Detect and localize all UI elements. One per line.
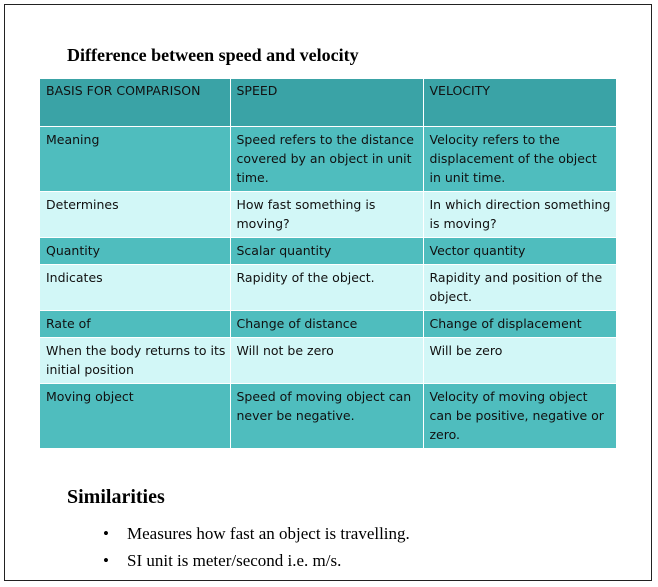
cell-basis: When the body returns to its initial pos…: [40, 337, 231, 384]
cell-speed: Speed refers to the distance covered by …: [230, 126, 424, 192]
table-row-quantity: Quantity Scalar quantity Vector quantity: [40, 237, 616, 265]
cell-speed: Scalar quantity: [230, 237, 424, 265]
cell-velocity: Velocity of moving object can be positiv…: [423, 383, 616, 449]
document-page: Difference between speed and velocity BA…: [4, 4, 652, 581]
table-row-initial-position: When the body returns to its initial pos…: [40, 337, 616, 384]
cell-basis: Determines: [40, 191, 231, 238]
cell-basis: Quantity: [40, 237, 231, 265]
cell-speed: Will not be zero: [230, 337, 424, 384]
cell-velocity: Vector quantity: [423, 237, 616, 265]
table-row-moving-object: Moving object Speed of moving object can…: [40, 383, 616, 449]
cell-velocity: Will be zero: [423, 337, 616, 384]
similarities-heading: Similarities: [67, 486, 165, 508]
header-basis: BASIS FOR COMPARISON: [40, 79, 231, 127]
cell-basis: Rate of: [40, 310, 231, 338]
cell-speed: Rapidity of the object.: [230, 264, 424, 311]
table-row-meaning: Meaning Speed refers to the distance cov…: [40, 126, 616, 192]
table-row-determines: Determines How fast something is moving?…: [40, 191, 616, 238]
header-velocity: VELOCITY: [423, 79, 616, 127]
cell-basis: Indicates: [40, 264, 231, 311]
table-header-row: BASIS FOR COMPARISON SPEED VELOCITY: [40, 79, 616, 127]
cell-basis: Moving object: [40, 383, 231, 449]
cell-basis: Meaning: [40, 126, 231, 192]
cell-velocity: In which direction something is moving?: [423, 191, 616, 238]
bullet-icon: •: [103, 524, 109, 543]
document-title: Difference between speed and velocity: [67, 45, 359, 65]
table-row-rate-of: Rate of Change of distance Change of dis…: [40, 310, 616, 338]
cell-velocity: Change of displacement: [423, 310, 616, 338]
header-speed: SPEED: [230, 79, 424, 127]
cell-velocity: Rapidity and position of the object.: [423, 264, 616, 311]
cell-velocity: Velocity refers to the displacement of t…: [423, 126, 616, 192]
cell-speed: Change of distance: [230, 310, 424, 338]
similarities-list: • Measures how fast an object is travell…: [103, 520, 410, 574]
list-item: • SI unit is meter/second i.e. m/s.: [103, 547, 410, 574]
table-row-indicates: Indicates Rapidity of the object. Rapidi…: [40, 264, 616, 311]
comparison-table: BASIS FOR COMPARISON SPEED VELOCITY Mean…: [40, 79, 616, 449]
cell-speed: How fast something is moving?: [230, 191, 424, 238]
list-item-text: Measures how fast an object is travellin…: [127, 524, 410, 543]
bullet-icon: •: [103, 551, 109, 570]
cell-speed: Speed of moving object can never be nega…: [230, 383, 424, 449]
list-item-text: SI unit is meter/second i.e. m/s.: [127, 551, 342, 570]
list-item: • Measures how fast an object is travell…: [103, 520, 410, 547]
